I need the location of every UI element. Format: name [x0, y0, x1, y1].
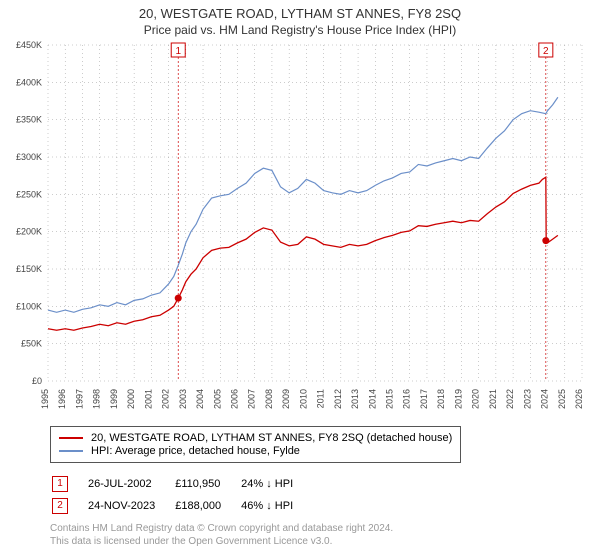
legend-item: HPI: Average price, detached house, Fyld…: [59, 445, 452, 457]
svg-text:2: 2: [543, 46, 549, 57]
svg-text:2008: 2008: [264, 389, 274, 409]
svg-text:2020: 2020: [471, 389, 481, 409]
svg-text:2002: 2002: [161, 389, 171, 409]
svg-text:2011: 2011: [316, 389, 326, 408]
svg-text:2003: 2003: [178, 389, 188, 409]
marker-box: 2: [52, 498, 68, 514]
svg-text:£400K: £400K: [16, 77, 42, 87]
table-row: 1 26-JUL-2002 £110,950 24% ↓ HPI: [52, 474, 311, 494]
legend-item: 20, WESTGATE ROAD, LYTHAM ST ANNES, FY8 …: [59, 432, 452, 444]
chart-subtitle: Price paid vs. HM Land Registry's House …: [0, 23, 600, 37]
sales-table: 1 26-JUL-2002 £110,950 24% ↓ HPI 2 24-NO…: [50, 472, 313, 518]
sale-delta: 46% ↓ HPI: [241, 496, 311, 516]
svg-text:2023: 2023: [522, 389, 532, 409]
svg-text:2021: 2021: [488, 389, 498, 409]
svg-text:2014: 2014: [367, 389, 377, 409]
svg-text:2018: 2018: [436, 389, 446, 409]
svg-text:£250K: £250K: [16, 189, 42, 199]
svg-text:2012: 2012: [333, 389, 343, 409]
svg-text:£100K: £100K: [16, 301, 42, 311]
svg-text:2026: 2026: [574, 389, 584, 409]
chart-titles: 20, WESTGATE ROAD, LYTHAM ST ANNES, FY8 …: [0, 0, 600, 37]
svg-text:2006: 2006: [229, 389, 239, 409]
svg-text:1996: 1996: [57, 389, 67, 409]
svg-text:£0: £0: [32, 376, 42, 386]
footer-line: This data is licensed under the Open Gov…: [50, 535, 393, 548]
svg-text:1: 1: [175, 46, 181, 57]
svg-text:2000: 2000: [126, 389, 136, 409]
svg-text:2005: 2005: [212, 389, 222, 409]
chart-title: 20, WESTGATE ROAD, LYTHAM ST ANNES, FY8 …: [0, 6, 600, 21]
legend: 20, WESTGATE ROAD, LYTHAM ST ANNES, FY8 …: [50, 426, 461, 463]
svg-text:2017: 2017: [419, 389, 429, 409]
sale-delta: 24% ↓ HPI: [241, 474, 311, 494]
legend-swatch: [59, 437, 83, 439]
svg-text:2015: 2015: [385, 389, 395, 409]
svg-text:2025: 2025: [557, 389, 567, 409]
svg-text:1995: 1995: [40, 389, 50, 409]
svg-text:1998: 1998: [92, 389, 102, 409]
svg-text:£50K: £50K: [21, 339, 42, 349]
table-row: 2 24-NOV-2023 £188,000 46% ↓ HPI: [52, 496, 311, 516]
svg-text:2024: 2024: [540, 389, 550, 409]
legend-label: HPI: Average price, detached house, Fyld…: [91, 445, 300, 457]
svg-text:2007: 2007: [247, 389, 257, 409]
svg-text:2013: 2013: [350, 389, 360, 409]
footer-attribution: Contains HM Land Registry data © Crown c…: [50, 522, 393, 548]
svg-text:2016: 2016: [402, 389, 412, 409]
svg-text:2009: 2009: [281, 389, 291, 409]
price-chart: £0 £50K £100K £150K £200K £250K £300K £350K £400…: [0, 37, 600, 417]
svg-text:1999: 1999: [109, 389, 119, 409]
sale-date: 26-JUL-2002: [88, 474, 173, 494]
svg-text:£150K: £150K: [16, 264, 42, 274]
svg-text:£450K: £450K: [16, 40, 42, 50]
svg-text:2001: 2001: [143, 389, 153, 409]
legend-swatch: [59, 450, 83, 452]
svg-text:£200K: £200K: [16, 227, 42, 237]
svg-text:2010: 2010: [298, 389, 308, 409]
svg-text:2004: 2004: [195, 389, 205, 409]
legend-label: 20, WESTGATE ROAD, LYTHAM ST ANNES, FY8 …: [91, 432, 452, 444]
sale-date: 24-NOV-2023: [88, 496, 173, 516]
svg-text:£300K: £300K: [16, 152, 42, 162]
svg-text:2022: 2022: [505, 389, 515, 409]
svg-text:£350K: £350K: [16, 115, 42, 125]
marker-box: 1: [52, 476, 68, 492]
svg-text:1997: 1997: [74, 389, 84, 409]
svg-text:2019: 2019: [453, 389, 463, 409]
sale-price: £188,000: [175, 496, 239, 516]
footer-line: Contains HM Land Registry data © Crown c…: [50, 522, 393, 535]
sale-price: £110,950: [175, 474, 239, 494]
